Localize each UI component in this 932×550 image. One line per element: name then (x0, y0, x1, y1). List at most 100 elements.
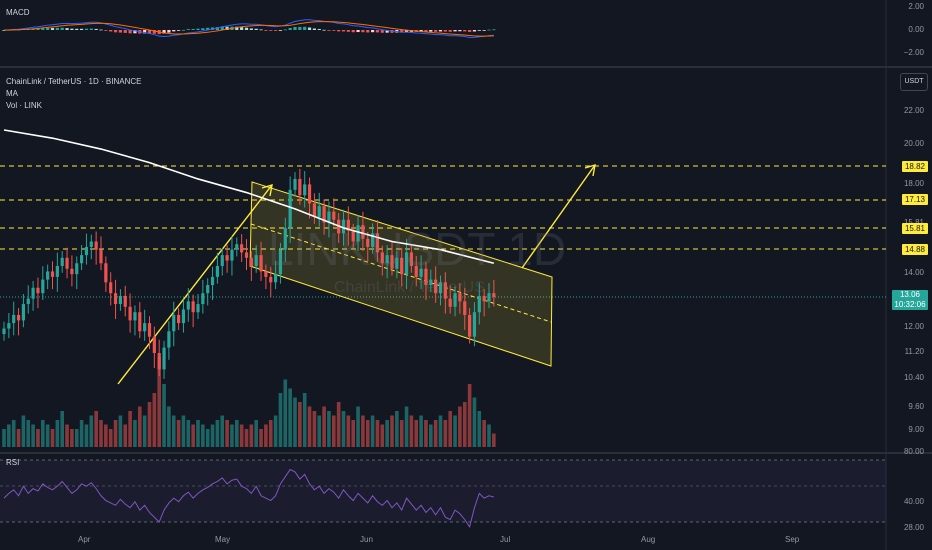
candle[interactable] (16, 308, 21, 336)
price-candles[interactable] (2, 168, 496, 379)
candle[interactable] (104, 256, 108, 292)
candle[interactable] (259, 241, 263, 281)
candle[interactable] (482, 289, 486, 317)
candle[interactable] (468, 308, 472, 344)
candle[interactable] (215, 252, 219, 284)
candle[interactable] (448, 285, 452, 314)
candle[interactable] (492, 279, 496, 307)
candle[interactable] (395, 251, 399, 279)
candle[interactable] (278, 242, 283, 284)
candle[interactable] (75, 256, 79, 290)
candle[interactable] (143, 309, 147, 341)
candle[interactable] (404, 239, 409, 290)
candle[interactable] (356, 215, 360, 252)
candle[interactable] (31, 280, 35, 311)
candle[interactable] (254, 245, 258, 273)
candle[interactable] (283, 217, 287, 262)
candle[interactable] (162, 340, 166, 379)
level-badge-17-13[interactable]: 17.13 (902, 194, 928, 205)
candle[interactable] (89, 234, 93, 260)
candle[interactable] (458, 283, 462, 314)
candle[interactable] (36, 277, 40, 309)
candle[interactable] (80, 245, 84, 271)
candle[interactable] (181, 299, 186, 333)
candle[interactable] (128, 293, 132, 333)
candle[interactable] (201, 279, 205, 314)
candle[interactable] (210, 266, 215, 300)
level-badge-14-88[interactable]: 14.88 (902, 244, 928, 255)
candle[interactable] (288, 176, 292, 243)
candle[interactable] (463, 288, 467, 330)
candle[interactable] (274, 260, 278, 290)
candle[interactable] (453, 286, 457, 317)
candle[interactable] (438, 275, 443, 306)
candle[interactable] (264, 264, 268, 290)
candle[interactable] (249, 251, 253, 281)
candle[interactable] (366, 231, 370, 262)
candle[interactable] (419, 255, 423, 290)
candle[interactable] (46, 264, 50, 290)
level-badge-18-82[interactable]: 18.82 (902, 161, 928, 172)
candle[interactable] (269, 266, 273, 298)
arrow-up-impulse[interactable] (117, 184, 273, 385)
candle[interactable] (21, 294, 25, 328)
candle[interactable] (477, 282, 481, 325)
arrow-up-target[interactable] (521, 164, 596, 269)
candle[interactable] (157, 339, 161, 377)
candle[interactable] (414, 255, 418, 287)
candle[interactable] (429, 269, 433, 292)
candle[interactable] (385, 245, 389, 279)
candle[interactable] (94, 231, 98, 265)
candle[interactable] (434, 266, 438, 303)
candle[interactable] (409, 245, 413, 273)
candle[interactable] (50, 261, 55, 290)
candle[interactable] (317, 192, 321, 227)
candle[interactable] (230, 236, 234, 276)
candle[interactable] (167, 321, 171, 360)
candle[interactable] (390, 241, 394, 276)
candle[interactable] (346, 206, 350, 246)
candle[interactable] (443, 272, 447, 314)
candle[interactable] (293, 172, 297, 197)
candle[interactable] (322, 199, 326, 235)
candle[interactable] (307, 177, 312, 219)
candle[interactable] (487, 283, 491, 309)
candle[interactable] (84, 233, 89, 265)
candle[interactable] (380, 245, 384, 276)
candle[interactable] (138, 302, 142, 339)
ma-indicator-label[interactable]: MA (6, 89, 18, 98)
candle[interactable] (472, 302, 477, 347)
candle[interactable] (235, 237, 239, 257)
candle[interactable] (361, 211, 365, 252)
candle[interactable] (7, 313, 11, 339)
macd-label[interactable]: MACD (6, 8, 30, 17)
candle[interactable] (147, 316, 152, 349)
candle[interactable] (12, 301, 16, 336)
candle[interactable] (298, 168, 302, 205)
candle[interactable] (400, 247, 404, 287)
candle[interactable] (327, 201, 331, 238)
candle[interactable] (99, 236, 103, 271)
candle[interactable] (225, 245, 229, 273)
candle[interactable] (424, 261, 428, 300)
candle[interactable] (152, 326, 156, 368)
candle[interactable] (220, 248, 224, 276)
candle[interactable] (118, 289, 122, 311)
candle[interactable] (196, 294, 200, 320)
candle[interactable] (65, 247, 69, 279)
candle[interactable] (332, 198, 336, 227)
candle[interactable] (240, 234, 244, 262)
candle[interactable] (172, 301, 176, 347)
candle[interactable] (60, 251, 64, 273)
candle[interactable] (41, 266, 45, 300)
candle[interactable] (26, 285, 30, 314)
level-badge-15-81[interactable]: 15.81 (902, 223, 928, 234)
candle[interactable] (70, 255, 74, 287)
candle[interactable] (244, 239, 249, 271)
candle[interactable] (303, 171, 307, 208)
candle[interactable] (351, 223, 355, 249)
candle[interactable] (186, 288, 190, 322)
candle[interactable] (206, 278, 210, 306)
candle[interactable] (109, 272, 113, 306)
